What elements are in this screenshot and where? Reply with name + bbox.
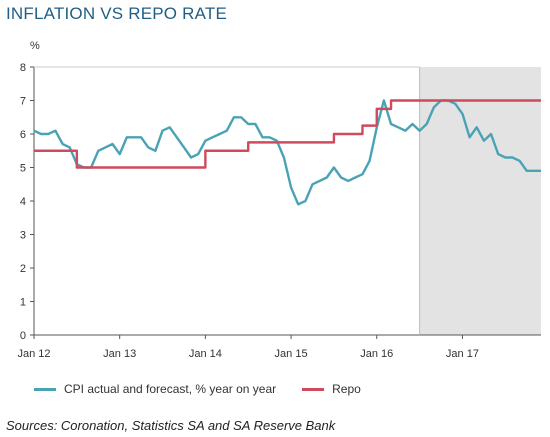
- y-axis-ticks: 0 1 2 3 4 5 6 7 8: [20, 62, 34, 342]
- chart-title: INFLATION VS REPO RATE: [6, 4, 228, 23]
- y-tick-label: 4: [20, 196, 26, 208]
- repo-series-line: [34, 99, 541, 169]
- y-tick-label: 0: [20, 330, 26, 342]
- x-tick-label: Jan 15: [275, 348, 308, 360]
- legend-item-repo: Repo: [302, 382, 361, 396]
- forecast-shading: [419, 67, 541, 335]
- source-note: Sources: Coronation, Statistics SA and S…: [6, 418, 336, 433]
- x-tick-label: Jan 14: [189, 348, 222, 360]
- legend-swatch-cpi: [34, 387, 56, 391]
- y-tick-label: 1: [20, 297, 26, 309]
- y-tick-label: 5: [20, 163, 26, 175]
- series-lines: [33, 99, 541, 206]
- y-tick-label: 3: [20, 230, 26, 242]
- y-tick-label: 2: [20, 263, 26, 275]
- y-tick-label: 6: [20, 129, 26, 141]
- legend-swatch-repo: [302, 387, 325, 391]
- x-tick-label: Jan 13: [103, 348, 136, 360]
- x-tick-label: Jan 12: [17, 348, 50, 360]
- legend: CPI actual and forecast, % year on year …: [34, 382, 387, 396]
- y-axis-label: %: [30, 40, 40, 52]
- y-tick-label: 8: [20, 62, 26, 74]
- x-tick-label: Jan 16: [360, 348, 393, 360]
- y-tick-label: 7: [20, 96, 26, 108]
- cpi-series-line: [33, 99, 541, 206]
- legend-label-repo: Repo: [332, 382, 361, 396]
- legend-item-cpi: CPI actual and forecast, % year on year: [34, 382, 276, 396]
- legend-label-cpi: CPI actual and forecast, % year on year: [64, 382, 277, 396]
- x-tick-label: Jan 17: [446, 348, 479, 360]
- x-axis-ticks: Jan 12 Jan 13 Jan 14 Jan 15 Jan 16 Jan 17: [17, 335, 479, 360]
